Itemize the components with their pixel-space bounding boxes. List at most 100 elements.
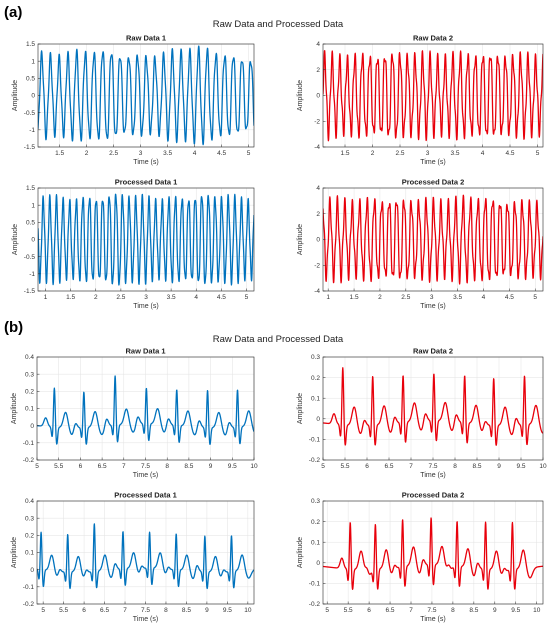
x-tick-label: 6.5 bbox=[386, 607, 395, 614]
y-tick-label: 0.3 bbox=[311, 498, 320, 505]
y-tick-label: 0.2 bbox=[25, 533, 34, 540]
y-tick-label: -0.2 bbox=[23, 457, 35, 464]
x-tick-label: 5.5 bbox=[54, 463, 63, 470]
subplot-title: Raw Data 2 bbox=[413, 34, 453, 43]
x-tick-label: 5 bbox=[321, 463, 325, 470]
x-tick-label: 8.5 bbox=[184, 463, 193, 470]
y-tick-label: -0.2 bbox=[309, 457, 321, 464]
subplot-5: 5 5.5 6 6.5 7 7.5 8 8.5 9 9.5 10 -0.2 -0.1 0 0.1 0.2 0.3… bbox=[11, 347, 258, 480]
y-tick-label: 1 bbox=[31, 202, 35, 209]
y-tick-label: 2 bbox=[316, 211, 320, 218]
x-tick-label: 1.5 bbox=[66, 294, 75, 301]
x-tick-label: 3 bbox=[144, 294, 148, 301]
figure-title-b: Raw Data and Processed Data bbox=[213, 334, 344, 345]
y-tick-label: 0.2 bbox=[25, 389, 34, 396]
subplot-title: Processed Data 2 bbox=[402, 178, 465, 187]
x-tick-label: 2.5 bbox=[109, 150, 118, 157]
figure-title-a: Raw Data and Processed Data bbox=[213, 19, 344, 30]
x-tick-label: 4.5 bbox=[217, 294, 226, 301]
y-tick-label: -4 bbox=[314, 144, 320, 151]
x-tick-label: 9 bbox=[205, 607, 209, 614]
subplot-8: 5 5.5 6 6.5 7 7.5 8 8.5 9 9.5 10 -0.2 -0.1 0 0.1 0.2 0.3… bbox=[297, 491, 544, 623]
subplot-1: 1.5 2 2.5 3 3.5 4 4.5 5 -1.5 -1 -0.5 0 0.5 1 1.5 Raw Da… bbox=[12, 34, 255, 166]
x-tick-label: 9.5 bbox=[223, 607, 232, 614]
x-tick-label: 2.5 bbox=[116, 294, 125, 301]
y-tick-label: 0.1 bbox=[311, 395, 320, 402]
y-tick-label: 0.3 bbox=[25, 515, 34, 522]
y-tick-label: 0 bbox=[31, 93, 35, 100]
y-tick-label: 0.5 bbox=[26, 76, 35, 83]
x-tick-label: 8.5 bbox=[469, 607, 478, 614]
x-tick-label: 4.5 bbox=[505, 294, 514, 301]
x-tick-label: 4.5 bbox=[505, 150, 514, 157]
y-tick-label: 4 bbox=[316, 185, 320, 192]
y-tick-label: -0.5 bbox=[24, 110, 36, 117]
y-axis-label: Amplitude bbox=[297, 224, 304, 255]
subplot-6: 5 5.5 6 6.5 7 7.5 8 8.5 9 9.5 10 -0.2 -0.1 0 0.1 0.2 0.3… bbox=[297, 347, 547, 480]
x-axis-label: Time (s) bbox=[420, 472, 445, 479]
y-tick-label: -1 bbox=[29, 271, 35, 278]
x-axis-label: Time (s) bbox=[420, 159, 445, 166]
x-tick-label: 5.5 bbox=[340, 463, 349, 470]
x-tick-label: 6 bbox=[365, 463, 369, 470]
x-axis-label: Time (s) bbox=[133, 616, 158, 623]
x-tick-label: 2.5 bbox=[401, 294, 410, 301]
x-tick-label: 6.5 bbox=[98, 463, 107, 470]
x-axis-label: Time (s) bbox=[420, 616, 445, 623]
series-line bbox=[323, 367, 543, 446]
y-tick-label: -4 bbox=[314, 288, 320, 295]
x-tick-label: 7 bbox=[123, 607, 127, 614]
y-axis-label: Amplitude bbox=[11, 393, 18, 424]
y-tick-label: -2 bbox=[314, 118, 320, 125]
x-tick-label: 10 bbox=[244, 607, 252, 614]
y-tick-label: -0.1 bbox=[23, 440, 35, 447]
x-tick-label: 9.5 bbox=[228, 463, 237, 470]
x-tick-label: 6.5 bbox=[100, 607, 109, 614]
series-line bbox=[38, 193, 254, 286]
x-tick-label: 1.5 bbox=[340, 150, 349, 157]
x-tick-label: 1.5 bbox=[55, 150, 64, 157]
x-tick-label: 9 bbox=[497, 463, 501, 470]
y-tick-label: -1.5 bbox=[24, 288, 36, 295]
x-tick-label: 7 bbox=[122, 463, 126, 470]
y-tick-label: 1.5 bbox=[26, 41, 35, 48]
y-tick-label: 0 bbox=[316, 237, 320, 244]
y-tick-label: 0.3 bbox=[25, 371, 34, 378]
x-tick-label: 2 bbox=[94, 294, 98, 301]
y-tick-label: 0 bbox=[316, 416, 320, 423]
y-tick-label: -0.2 bbox=[23, 601, 35, 608]
y-axis-label: Amplitude bbox=[11, 537, 18, 568]
subplot-title: Raw Data 1 bbox=[126, 34, 166, 43]
x-tick-label: 5 bbox=[35, 463, 39, 470]
x-tick-label: 2 bbox=[378, 294, 382, 301]
x-tick-label: 9.5 bbox=[516, 463, 525, 470]
x-tick-label: 4 bbox=[482, 294, 486, 301]
x-tick-label: 9.5 bbox=[511, 607, 520, 614]
x-tick-label: 1 bbox=[326, 294, 330, 301]
y-tick-label: 2 bbox=[316, 67, 320, 74]
subplot-title: Processed Data 2 bbox=[402, 491, 465, 500]
y-tick-label: 0 bbox=[30, 423, 34, 430]
series-line bbox=[37, 375, 254, 445]
subplot-title: Processed Data 1 bbox=[115, 178, 178, 187]
x-tick-label: 10 bbox=[533, 607, 541, 614]
x-axis-label: Time (s) bbox=[133, 303, 158, 310]
y-tick-label: 0.2 bbox=[311, 519, 320, 526]
x-tick-label: 2.5 bbox=[395, 150, 404, 157]
series-line bbox=[38, 45, 254, 146]
y-tick-label: -0.5 bbox=[24, 254, 36, 261]
x-tick-label: 8 bbox=[453, 463, 457, 470]
y-tick-label: 0.4 bbox=[25, 498, 34, 505]
panel-label-b: (b) bbox=[4, 319, 23, 336]
x-tick-label: 4 bbox=[481, 150, 485, 157]
x-tick-label: 5 bbox=[245, 294, 249, 301]
x-tick-label: 8 bbox=[164, 607, 168, 614]
y-tick-label: -0.1 bbox=[309, 581, 321, 588]
x-tick-label: 7.5 bbox=[428, 463, 437, 470]
x-tick-label: 5 bbox=[325, 607, 329, 614]
y-tick-label: -0.1 bbox=[23, 584, 35, 591]
y-tick-label: 0.4 bbox=[25, 354, 34, 361]
x-tick-label: 6 bbox=[367, 607, 371, 614]
x-tick-label: 1.5 bbox=[350, 294, 359, 301]
y-tick-label: 0.1 bbox=[25, 406, 34, 413]
